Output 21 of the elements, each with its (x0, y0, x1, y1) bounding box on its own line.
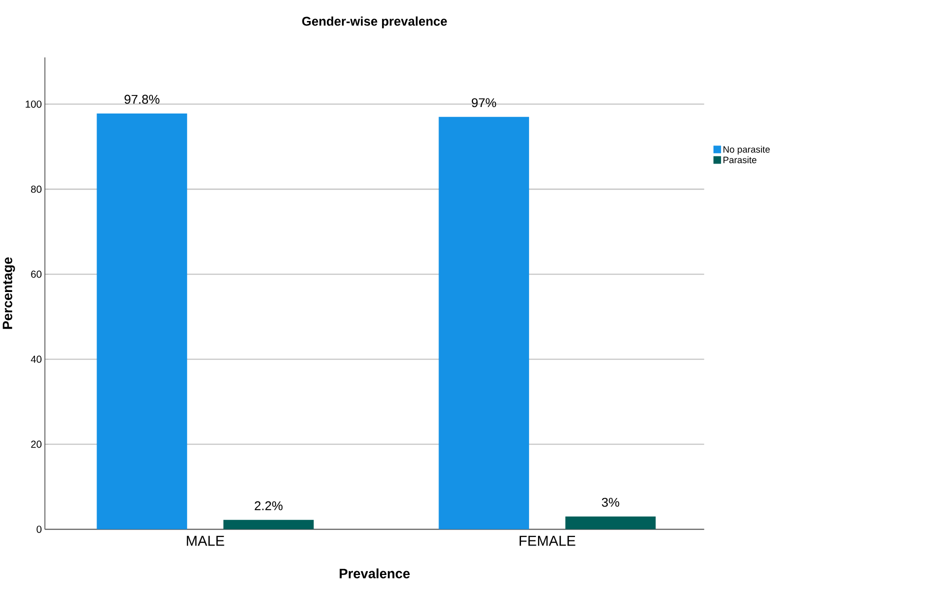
data-label: 3% (602, 498, 620, 507)
y-axis-title: Percentage (2, 257, 15, 329)
x-tick-label: MALE (186, 536, 224, 546)
y-tick-label: 20 (31, 440, 42, 448)
y-tick-label: 40 (30, 356, 42, 363)
data-label: 2.2% (254, 501, 283, 510)
x-tick-label: FEMALE (520, 536, 576, 546)
y-tick-label: 100 (26, 100, 42, 108)
data-label: 97% (472, 98, 496, 108)
bar (96, 114, 188, 530)
bar (223, 520, 314, 530)
y-tick-label: 0 (36, 526, 42, 533)
data-label: 97.8% (124, 94, 160, 104)
bar (438, 116, 530, 530)
y-tick-label: 60 (31, 270, 42, 278)
legend-label: No parasite (724, 146, 770, 155)
chart-title: Gender-wise prevalence (302, 16, 447, 28)
legend-label: Parasite (724, 156, 756, 164)
x-axis-title: Prevalence (340, 568, 410, 578)
bar (565, 516, 656, 530)
y-tick-label: 80 (31, 186, 42, 193)
